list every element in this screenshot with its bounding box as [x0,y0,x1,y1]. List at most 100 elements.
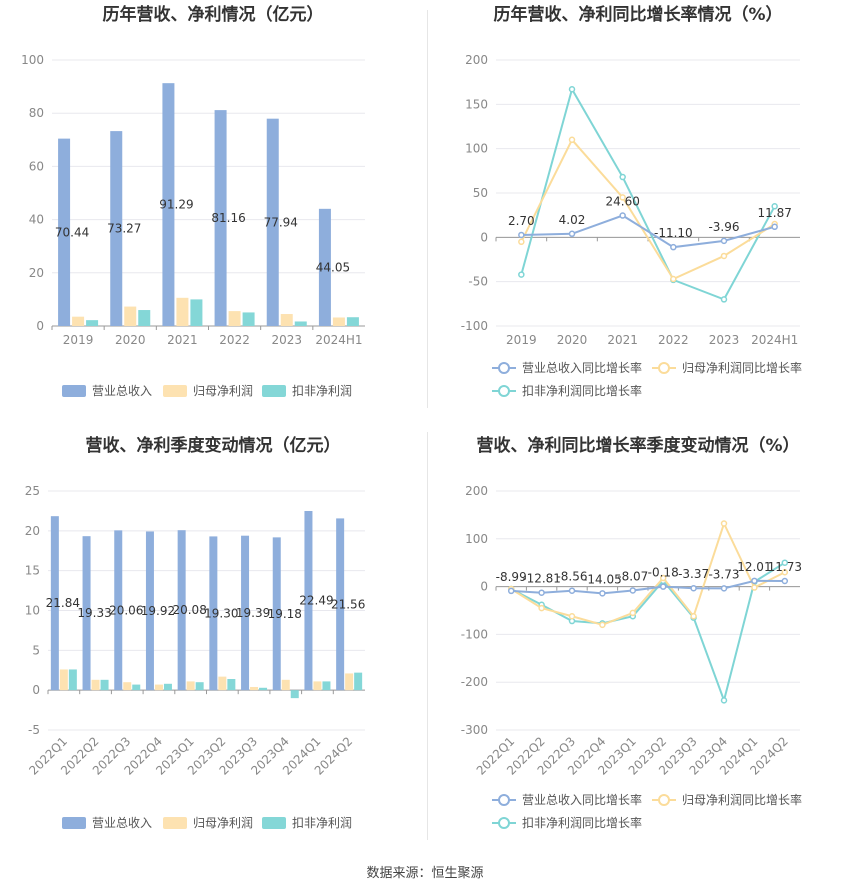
data-label: 19.33 [77,606,111,620]
x-tick-label: 2024H1 [315,333,362,347]
x-tick-label: 2022 [219,333,250,347]
x-tick-label: 2021 [167,333,198,347]
bar-1-10 [336,518,345,691]
data-label: 20.08 [172,603,206,617]
chart-title: 营收、净利季度变动情况（亿元） [86,435,341,456]
y-tick-label: 20 [25,524,40,538]
point-1-5 [629,587,637,594]
y-tick-label: 100 [465,532,488,546]
x-tick-label: 2024H1 [751,333,798,347]
y-tick-label: 25 [25,484,40,498]
data-label: 77.94 [264,215,298,229]
point-3-5 [720,296,728,303]
point-2-2 [538,604,545,612]
bar-1-4 [214,110,227,326]
x-tick-label: 2019 [63,333,94,347]
legend-marker [498,794,510,806]
point-1-4 [670,243,677,251]
legend-swatch [163,817,187,829]
bar-3-2 [138,310,151,326]
bar-1-4 [145,531,154,691]
point-2-4 [670,275,677,283]
point-1-1 [507,587,515,595]
bar-2-3 [123,682,132,691]
legend-marker [498,385,510,397]
data-label: 19.30 [204,606,238,620]
bar-3-6 [227,679,236,691]
data-label: -12.81 [522,572,561,586]
y-tick-label: -300 [461,723,488,737]
point-2-1 [518,238,525,246]
bar-2-5 [186,681,195,691]
point-2-3 [619,194,626,201]
bar-3-10 [354,672,363,691]
legend-label: 扣非净利润 [292,384,352,398]
bar-1-3 [114,530,123,691]
point-1-7 [690,584,697,592]
bar-1-7 [241,535,250,691]
data-label: 2.70 [508,214,535,228]
bar-1-3 [162,83,175,326]
point-2-10 [781,569,789,576]
legend-label: 营业总收入 [92,384,152,398]
data-label: 11.87 [757,206,791,220]
bar-2-2 [91,679,100,691]
series-line-3 [520,86,776,301]
data-label: -8.56 [556,570,587,584]
bar-3-4 [242,312,255,326]
y-tick-label: -100 [461,627,488,641]
bar-2-5 [280,314,293,326]
point-1-5 [720,237,728,245]
y-tick-label: 80 [29,106,44,120]
legend-label: 归母净利润 [193,384,253,398]
bar-1-5 [266,118,279,327]
data-label: -3.37 [678,567,709,581]
data-label: 12.01 [737,560,771,574]
legend-label: 归母净利润同比增长率 [682,360,802,375]
y-tick-label: 5 [32,643,40,657]
y-tick-label: 0 [32,683,40,697]
bar-2-2 [124,306,137,326]
x-tick-label: 2020 [557,333,588,347]
point-3-3 [619,173,626,181]
bar-1-1 [50,516,59,691]
y-tick-label: 200 [465,484,488,498]
data-label: 73.27 [107,222,141,236]
bar-2-9 [313,681,322,691]
series-line-1 [511,579,785,595]
data-source: 数据来源：恒生聚源 [366,866,484,881]
y-tick-label: 15 [25,564,40,578]
bar-2-6 [218,676,227,691]
point-2-5 [720,252,728,260]
y-tick-label: -50 [468,275,488,289]
bar-1-5 [177,530,186,691]
x-tick-label: 2019 [506,333,537,347]
chart-title: 历年营收、净利同比增长率情况（%） [493,4,782,25]
bar-3-1 [68,669,77,691]
point-3-10 [781,559,789,566]
bar-3-5 [294,321,307,326]
legend-label: 扣非净利润 [292,816,352,830]
bar-1-8 [272,537,281,691]
vertical-divider-bottom [427,432,428,840]
data-label: 70.44 [55,225,89,239]
chart-panel-2: 历年营收、净利同比增长率情况（%） -100 -50 0 50 100 150 200 2019… [461,4,802,398]
bar-2-3 [176,297,189,326]
point-1-2 [568,230,576,238]
legend-marker [658,794,670,806]
data-label: -8.99 [496,570,527,584]
data-label: -11.10 [654,226,693,240]
data-label: -8.07 [617,569,648,583]
bar-2-7 [250,686,259,691]
bar-3-3 [132,684,141,691]
legend-swatch [62,817,86,829]
chart-panel-3: 营收、净利季度变动情况（亿元）-505101520252022Q12022Q22… [25,435,366,830]
point-1-9 [751,577,758,585]
legend-swatch [262,817,286,829]
legend-swatch [163,385,187,397]
y-tick-label: 200 [465,53,488,67]
series-line-1 [521,214,775,249]
legend-marker [658,362,670,374]
x-tick-label: 2020 [115,333,146,347]
legend-label: 营业总收入 [92,816,152,830]
